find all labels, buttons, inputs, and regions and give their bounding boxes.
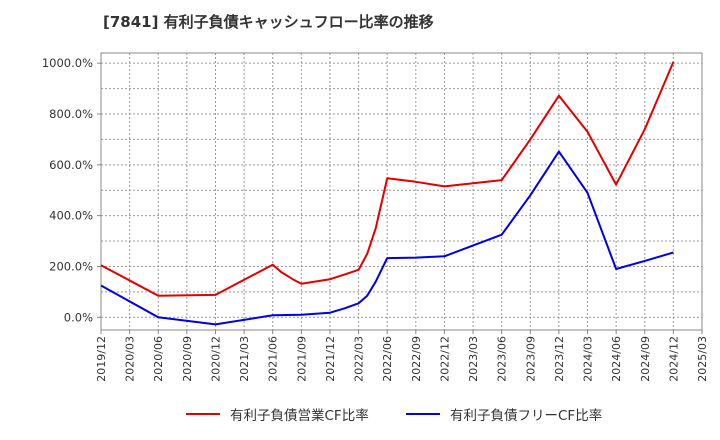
x-tick-label-2020/09: 2020/09 [181, 336, 194, 382]
x-tick-label-2024/12: 2024/12 [667, 336, 680, 382]
y-tick-label-800: 800.0% [49, 107, 93, 121]
series-line-0 [100, 61, 675, 297]
y-tick-label-400: 400.0% [49, 209, 93, 223]
chart-title: [7841] 有利子負債キャッシュフロー比率の推移 [103, 13, 434, 31]
legend-label-free-cf: 有利子負債フリーCF比率 [450, 408, 603, 424]
series-line-1 [100, 150, 674, 326]
x-tick-label-2023/12: 2023/12 [553, 336, 566, 382]
x-tick-label-2023/06: 2023/06 [496, 336, 509, 382]
y-tick-label-1000: 1000.0% [42, 56, 93, 70]
x-tick-label-2022/03: 2022/03 [353, 336, 366, 382]
x-tick-label-2021/03: 2021/03 [238, 336, 251, 382]
y-tick-label-600: 600.0% [49, 158, 93, 172]
y-tick-label-0: 0.0% [64, 310, 93, 324]
legend-swatch-operating-cf [186, 413, 220, 415]
x-tick-label-2021/12: 2021/12 [324, 336, 337, 382]
plot-frame [100, 52, 703, 331]
legend-swatch-free-cf [406, 413, 440, 415]
series-layer [100, 61, 675, 326]
x-tick-label-2020/06: 2020/06 [152, 336, 165, 382]
x-tick-label-2024/09: 2024/09 [639, 336, 652, 382]
x-axis-labels: 2019/12 2020/03 2020/06 2020/09 2020/12 2021/… [95, 330, 709, 382]
grid-layer [101, 53, 702, 330]
legend-label-operating-cf: 有利子負債営業CF比率 [230, 408, 369, 424]
x-tick-label-2020/03: 2020/03 [124, 336, 137, 382]
x-tick-label-2024/03: 2024/03 [582, 336, 595, 382]
x-tick-label-2020/12: 2020/12 [209, 336, 222, 382]
y-axis-labels: 0.0% 200.0% 400.0% 600.0% 800.0% 1000.0% [42, 56, 101, 324]
x-tick-label-2022/09: 2022/09 [410, 336, 423, 382]
legend-item-operating-cf: 有利子負債営業CF比率 [186, 404, 369, 424]
y-tick-label-200: 200.0% [49, 259, 93, 273]
legend-item-free-cf: 有利子負債フリーCF比率 [406, 404, 602, 424]
x-tick-label-2022/12: 2022/12 [438, 336, 451, 382]
x-tick-label-2021/06: 2021/06 [267, 336, 280, 382]
x-tick-label-2023/03: 2023/03 [467, 336, 480, 382]
x-tick-label-2024/06: 2024/06 [610, 336, 623, 382]
x-tick-label-2021/09: 2021/09 [295, 336, 308, 382]
x-tick-label-2019/12: 2019/12 [95, 336, 108, 382]
x-tick-label-2023/09: 2023/09 [524, 336, 537, 382]
x-tick-label-2025/03: 2025/03 [696, 336, 709, 382]
x-tick-label-2022/06: 2022/06 [381, 336, 394, 382]
